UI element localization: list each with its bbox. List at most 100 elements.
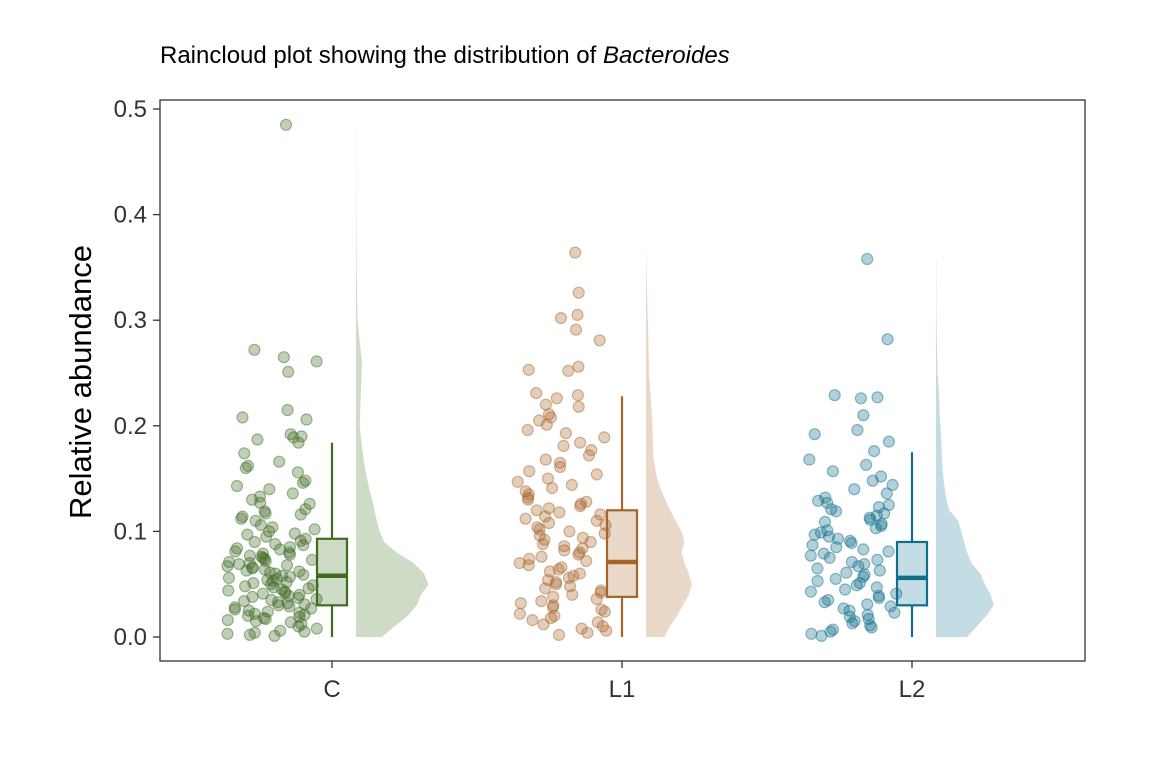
data-point-C xyxy=(293,588,306,601)
data-point-C xyxy=(260,530,273,543)
data-point-C xyxy=(239,580,252,593)
data-point-C xyxy=(256,551,270,564)
data-point-L2 xyxy=(863,619,877,632)
data-point-C xyxy=(266,521,279,534)
data-point-L2 xyxy=(831,532,845,545)
data-point-L2 xyxy=(872,591,886,605)
data-point-C xyxy=(261,573,274,587)
data-point-L2 xyxy=(875,517,888,531)
data-point-C xyxy=(265,593,278,607)
data-point-C xyxy=(283,546,296,559)
data-point-L2 xyxy=(845,555,859,569)
data-point-C xyxy=(284,428,297,441)
data-point-C xyxy=(239,461,252,475)
data-point-C xyxy=(302,582,315,595)
data-point-L2 xyxy=(870,581,883,594)
data-point-C xyxy=(310,592,323,606)
data-point-C xyxy=(279,118,293,131)
data-point-L1 xyxy=(563,580,577,593)
data-point-L2 xyxy=(824,625,837,638)
data-point-L1 xyxy=(541,573,555,587)
data-point-L2 xyxy=(828,389,841,402)
data-point-C xyxy=(295,430,308,443)
data-point-L2 xyxy=(856,570,870,583)
data-point-L2 xyxy=(848,483,861,496)
data-point-L2 xyxy=(857,543,870,556)
data-point-C xyxy=(305,602,318,615)
boxplots xyxy=(315,396,929,637)
data-point-L1 xyxy=(522,488,535,501)
data-point-C xyxy=(299,474,312,487)
data-point-C xyxy=(297,538,310,552)
y-tick-label: 0.0 xyxy=(114,624,147,651)
data-point-L1 xyxy=(542,502,556,515)
data-point-L1 xyxy=(567,569,580,582)
data-point-L2 xyxy=(808,428,821,441)
data-point-L1 xyxy=(575,622,588,635)
data-point-C xyxy=(259,507,272,520)
data-point-C xyxy=(236,411,249,424)
data-point-L2 xyxy=(830,541,843,554)
data-point-C xyxy=(293,606,306,619)
data-point-L1 xyxy=(549,575,563,589)
density-clouds xyxy=(356,124,994,638)
data-point-C xyxy=(264,566,277,579)
data-point-L2 xyxy=(874,470,888,483)
data-point-C xyxy=(300,413,313,426)
data-point-L1 xyxy=(580,495,593,508)
data-point-C xyxy=(267,581,280,594)
data-point-L2 xyxy=(826,623,840,636)
data-point-C xyxy=(287,431,300,444)
data-point-C xyxy=(273,543,287,556)
data-point-L2 xyxy=(821,496,834,509)
data-point-L2 xyxy=(852,560,865,573)
data-point-L1 xyxy=(552,563,565,576)
data-point-C xyxy=(283,548,297,561)
data-point-L2 xyxy=(882,435,896,448)
data-point-L2 xyxy=(808,528,821,541)
data-point-L2 xyxy=(862,612,875,626)
data-point-L1 xyxy=(599,518,612,532)
data-point-L1 xyxy=(573,546,586,559)
chart-title-italic: Bacteroides xyxy=(603,42,730,69)
data-point-C xyxy=(292,620,305,633)
data-point-C xyxy=(258,505,271,518)
data-point-C xyxy=(298,625,311,638)
data-point-C xyxy=(272,599,285,612)
data-point-C xyxy=(243,628,256,642)
plot-panel-border xyxy=(159,99,1086,662)
data-point-C xyxy=(228,601,241,614)
data-point-L1 xyxy=(559,427,573,440)
data-point-C xyxy=(263,483,276,496)
data-point-C xyxy=(298,598,311,611)
data-point-C xyxy=(243,549,256,562)
data-point-L2 xyxy=(890,587,903,600)
data-point-L1 xyxy=(542,516,556,530)
data-point-L2 xyxy=(863,511,876,524)
data-point-L1 xyxy=(522,559,535,572)
data-point-C xyxy=(249,514,262,527)
data-point-L1 xyxy=(572,400,585,413)
data-point-L2 xyxy=(874,519,888,533)
data-point-L2 xyxy=(829,505,843,518)
data-point-L1 xyxy=(596,620,610,633)
box-iqr-C xyxy=(315,537,349,607)
data-point-C xyxy=(251,433,264,446)
data-point-L1 xyxy=(533,529,546,542)
data-point-C xyxy=(248,607,261,620)
data-point-C xyxy=(273,455,286,468)
data-point-C xyxy=(283,600,296,613)
data-point-L1 xyxy=(563,525,576,538)
data-point-L2 xyxy=(872,589,885,602)
data-point-L1 xyxy=(593,334,606,347)
data-point-L1 xyxy=(519,485,532,498)
data-point-L1 xyxy=(557,439,570,452)
data-point-L1 xyxy=(594,586,607,599)
data-point-L2 xyxy=(805,627,818,640)
data-point-C xyxy=(248,626,261,639)
density-cloud-L1 xyxy=(646,252,692,637)
data-point-L2 xyxy=(870,509,883,522)
data-point-C xyxy=(229,545,242,558)
data-point-L1 xyxy=(547,599,560,612)
data-point-L1 xyxy=(571,389,585,402)
